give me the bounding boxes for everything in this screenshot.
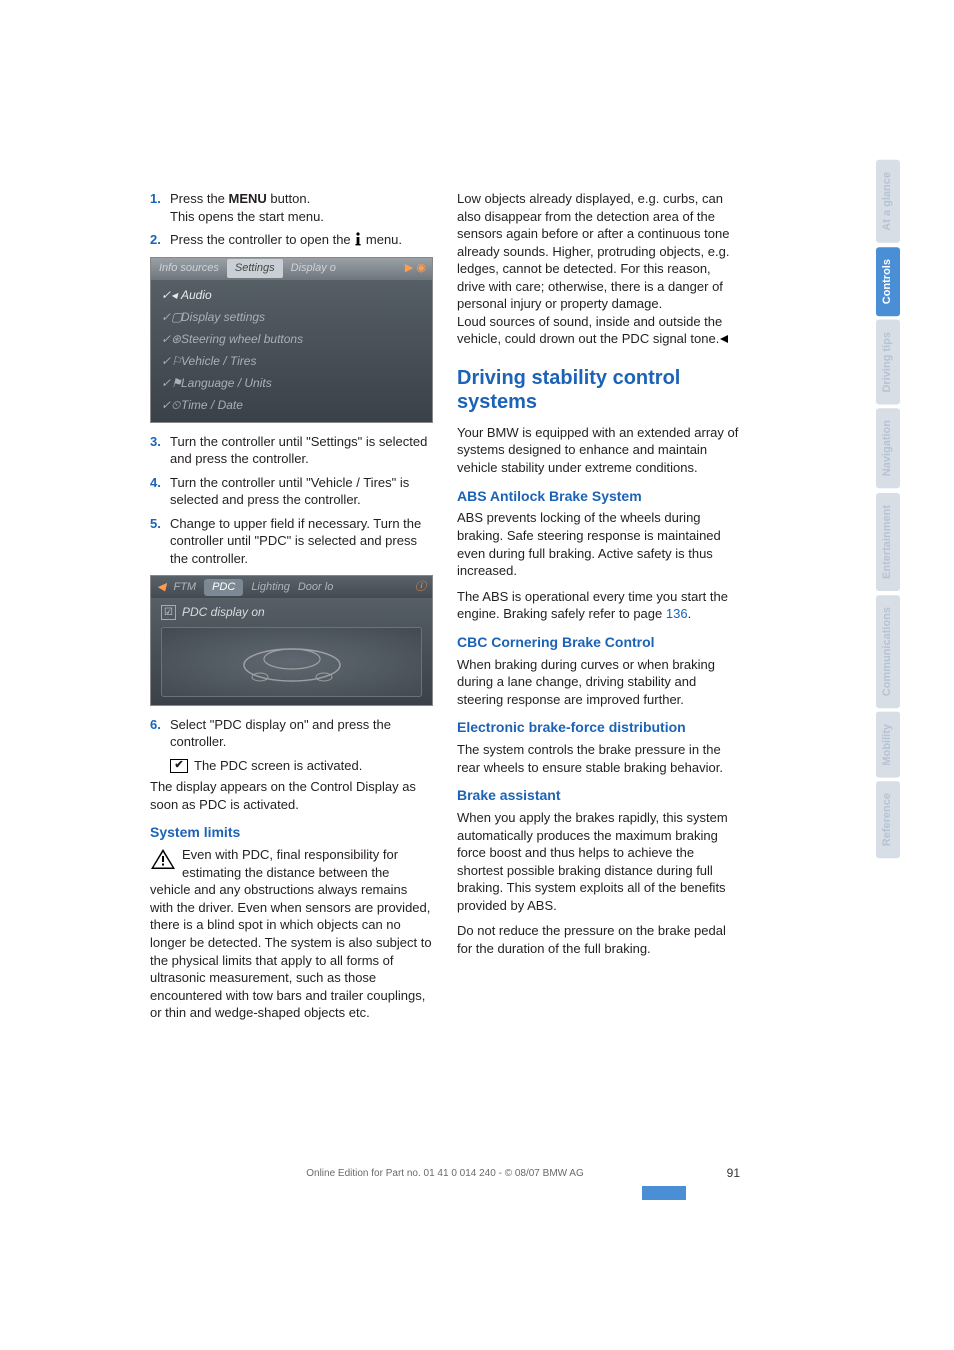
lang-icon: ✓⚑ — [161, 375, 181, 391]
step-number: 6. — [150, 716, 170, 751]
audio-icon: ✓◂ — [161, 287, 181, 303]
display-icon: ✓▢ — [161, 309, 181, 325]
idrive-screenshot-settings: Info sources Settings Display o ▶ ◉ ✓◂Au… — [150, 257, 433, 423]
warning-triangle-icon — [150, 848, 176, 870]
screenshot-tab-active: Settings — [227, 259, 283, 278]
page-number: 91 — [727, 1165, 740, 1181]
step-text: Turn the controller until "Vehicle / Tir… — [170, 474, 433, 509]
end-triangle-icon — [719, 334, 729, 344]
warning-text: Even with PDC, final responsibility for … — [150, 847, 432, 1020]
screenshot-tab-bar: ◀ FTM PDC Lighting Door lo ⓘ — [151, 576, 432, 598]
heading-cbc: CBC Cornering Brake Control — [457, 633, 740, 652]
paragraph: Low objects already displayed, e.g. curb… — [457, 190, 740, 348]
screenshot-row: ✓⚑Language / Units — [161, 372, 422, 394]
time-icon: ✓⏲ — [161, 397, 181, 413]
side-tab-mobility[interactable]: Mobility — [876, 712, 900, 778]
text: button. — [267, 191, 310, 206]
step-4: 4. Turn the controller until "Vehicle / … — [150, 474, 433, 509]
left-column: 1. Press the MENU button. This opens the… — [150, 190, 433, 1022]
checkbox-icon: ✔ — [170, 759, 188, 773]
step-5: 5. Change to upper field if necessary. T… — [150, 515, 433, 568]
step-number: 1. — [150, 190, 170, 225]
paragraph: Your BMW is equipped with an extended ar… — [457, 424, 740, 477]
wheel-icon: ✓⊛ — [161, 331, 181, 347]
screenshot-row: ✓◂Audio — [161, 284, 422, 306]
paragraph: Do not reduce the pressure on the brake … — [457, 922, 740, 957]
step-3: 3. Turn the controller until "Settings" … — [150, 433, 433, 468]
screenshot-tab: Info sources — [151, 261, 227, 276]
screenshot-row: ✓⊛Steering wheel buttons — [161, 328, 422, 350]
step-6: 6. Select "PDC display on" and press the… — [150, 716, 433, 751]
text: Press the — [170, 191, 229, 206]
step-number: 3. — [150, 433, 170, 468]
heading-system-limits: System limits — [150, 823, 433, 842]
paragraph: When you apply the brakes rapidly, this … — [457, 809, 740, 914]
side-tab-at-a-glance[interactable]: At a glance — [876, 160, 900, 243]
checkmark-note: ✔ The PDC screen is activated. — [170, 757, 433, 775]
step-text: Select "PDC display on" and press the co… — [170, 716, 433, 751]
screenshot-tab: Door lo — [298, 580, 333, 595]
footer-line: Online Edition for Part no. 01 41 0 014 … — [150, 1167, 740, 1181]
checkbox-icon: ☑ — [161, 605, 176, 621]
screenshot-check-row: ☑ PDC display on — [161, 604, 422, 620]
step-text: Change to upper field if necessary. Turn… — [170, 515, 433, 568]
paragraph: ABS prevents locking of the wheels durin… — [457, 509, 740, 579]
step-number: 2. — [150, 231, 170, 249]
side-tab-driving-tips[interactable]: Driving tips — [876, 320, 900, 405]
footer-accent-bar — [642, 1186, 686, 1200]
step-text: Press the MENU button. This opens the st… — [170, 190, 433, 225]
side-tab-reference[interactable]: Reference — [876, 781, 900, 858]
screenshot-tab: FTM — [173, 580, 196, 595]
screenshot-row: ✓⚐Vehicle / Tires — [161, 350, 422, 372]
heading-driving-stability: Driving stability control systems — [457, 366, 740, 414]
paragraph: The system controls the brake pressure i… — [457, 741, 740, 776]
screenshot-row: ✓▢Display settings — [161, 306, 422, 328]
right-column: Low objects already displayed, e.g. curb… — [457, 190, 740, 1022]
side-tab-controls[interactable]: Controls — [876, 247, 900, 316]
menu-bold: MENU — [229, 191, 267, 206]
car-outline-icon — [232, 637, 352, 687]
side-tab-navigation: At a glance Controls Driving tips Naviga… — [876, 160, 900, 859]
screenshot-tab-active: PDC — [204, 579, 243, 596]
text: This opens the start menu. — [170, 209, 324, 224]
info-i-icon — [354, 232, 362, 246]
side-tab-navigation[interactable]: Navigation — [876, 408, 900, 488]
page-footer: 91 Online Edition for Part no. 01 41 0 0… — [150, 1167, 740, 1181]
step-2: 2. Press the controller to open the menu… — [150, 231, 433, 249]
page-content: 1. Press the MENU button. This opens the… — [150, 190, 740, 1022]
step-text: Press the controller to open the menu. — [170, 231, 433, 249]
side-tab-entertainment[interactable]: Entertainment — [876, 493, 900, 591]
paragraph: The display appears on the Control Displ… — [150, 778, 433, 813]
step-text: Turn the controller until "Settings" is … — [170, 433, 433, 468]
screenshot-tab-bar: Info sources Settings Display o ▶ ◉ — [151, 258, 432, 280]
idrive-screenshot-pdc: ◀ FTM PDC Lighting Door lo ⓘ ☑ PDC displ… — [150, 575, 433, 705]
page-link[interactable]: 136 — [666, 606, 688, 621]
side-tab-communications[interactable]: Communications — [876, 595, 900, 708]
car-diagram — [161, 627, 422, 697]
note-text: The PDC screen is activated. — [194, 757, 362, 775]
heading-ebd: Electronic brake-force distribution — [457, 718, 740, 737]
screenshot-tab: Lighting — [251, 580, 290, 595]
paragraph: The ABS is operational every time you st… — [457, 588, 740, 623]
paragraph: When braking during curves or when braki… — [457, 656, 740, 709]
step-1: 1. Press the MENU button. This opens the… — [150, 190, 433, 225]
heading-brake-assistant: Brake assistant — [457, 786, 740, 805]
heading-abs: ABS Antilock Brake System — [457, 487, 740, 506]
warning-block: Even with PDC, final responsibility for … — [150, 846, 433, 1021]
step-number: 4. — [150, 474, 170, 509]
vehicle-icon: ✓⚐ — [161, 353, 181, 369]
screenshot-tab: Display o — [283, 261, 344, 276]
screenshot-row: ✓⏲Time / Date — [161, 394, 422, 416]
step-number: 5. — [150, 515, 170, 568]
two-column-layout: 1. Press the MENU button. This opens the… — [150, 190, 740, 1022]
screenshot-body: ✓◂Audio ✓▢Display settings ✓⊛Steering wh… — [151, 280, 432, 422]
screenshot-body: ☑ PDC display on — [151, 598, 432, 704]
